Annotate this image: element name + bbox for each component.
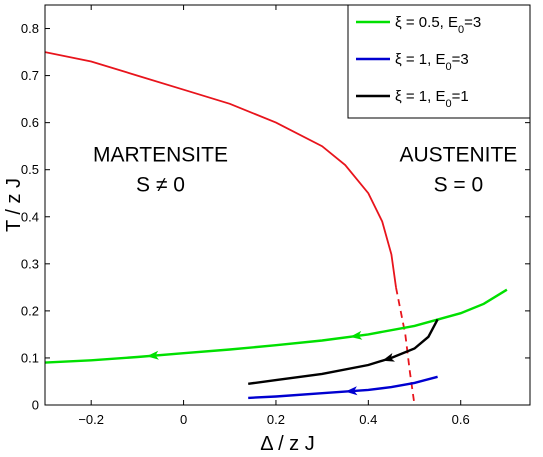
legend-entry-label: ξ = 0.5, E0=3 <box>395 14 481 36</box>
y-tick-label: 0.4 <box>21 209 39 224</box>
phase-boundary-solid <box>45 51 397 288</box>
region-label-title: MARTENSITE <box>93 144 228 167</box>
y-tick-label: 0.6 <box>21 115 39 130</box>
y-tick-label: 0.2 <box>21 303 39 318</box>
series-arrow-1 <box>349 330 363 340</box>
y-axis-label: T / z J <box>3 178 25 232</box>
x-axis-label: Δ / z J <box>260 433 314 455</box>
x-tick-label: −0.2 <box>78 412 104 427</box>
phase-boundary-dashed <box>395 287 416 405</box>
x-tick-label: 0.4 <box>359 412 377 427</box>
curves <box>45 51 508 405</box>
y-tick-label: 0.5 <box>21 162 39 177</box>
series-arrow-3 <box>382 352 395 362</box>
region-label-entropy: S = 0 <box>434 174 484 197</box>
region-label-entropy: S ≠ 0 <box>136 174 185 197</box>
series-line-3 <box>248 318 439 385</box>
x-tick-label: 0.6 <box>452 412 470 427</box>
region-label-title: AUSTENITE <box>399 144 517 167</box>
y-tick-label: 0.8 <box>21 21 39 36</box>
series-arrow-1 <box>146 350 159 360</box>
legend-entry-label: ξ = 1, E0=3 <box>395 51 469 73</box>
legend-box <box>347 4 531 119</box>
plot-frame <box>44 4 531 406</box>
y-tick-label: 0.3 <box>21 256 39 271</box>
ticks: −0.2 0 0.2 0.4 0.6 0 0.1 0.2 0.3 0.4 0.5 0.6 0.7 0.8 <box>21 5 530 427</box>
x-tick-label: 0.2 <box>267 412 285 427</box>
series-arrow-2 <box>345 386 358 396</box>
region-annotations: MARTENSITE S ≠ 0 AUSTENITE S = 0 <box>93 144 517 197</box>
y-tick-label: 0 <box>32 398 39 413</box>
y-tick-label: 0.1 <box>21 350 39 365</box>
x-tick-label: 0 <box>180 412 187 427</box>
legend: ξ = 0.5, E0=3 ξ = 1, E0=3 ξ = 1, E0=1 <box>347 4 531 119</box>
series-line-1 <box>45 288 508 364</box>
y-tick-label: 0.7 <box>21 68 39 83</box>
legend-entry-label: ξ = 1, E0=1 <box>395 88 469 110</box>
series-line-2 <box>248 375 438 400</box>
